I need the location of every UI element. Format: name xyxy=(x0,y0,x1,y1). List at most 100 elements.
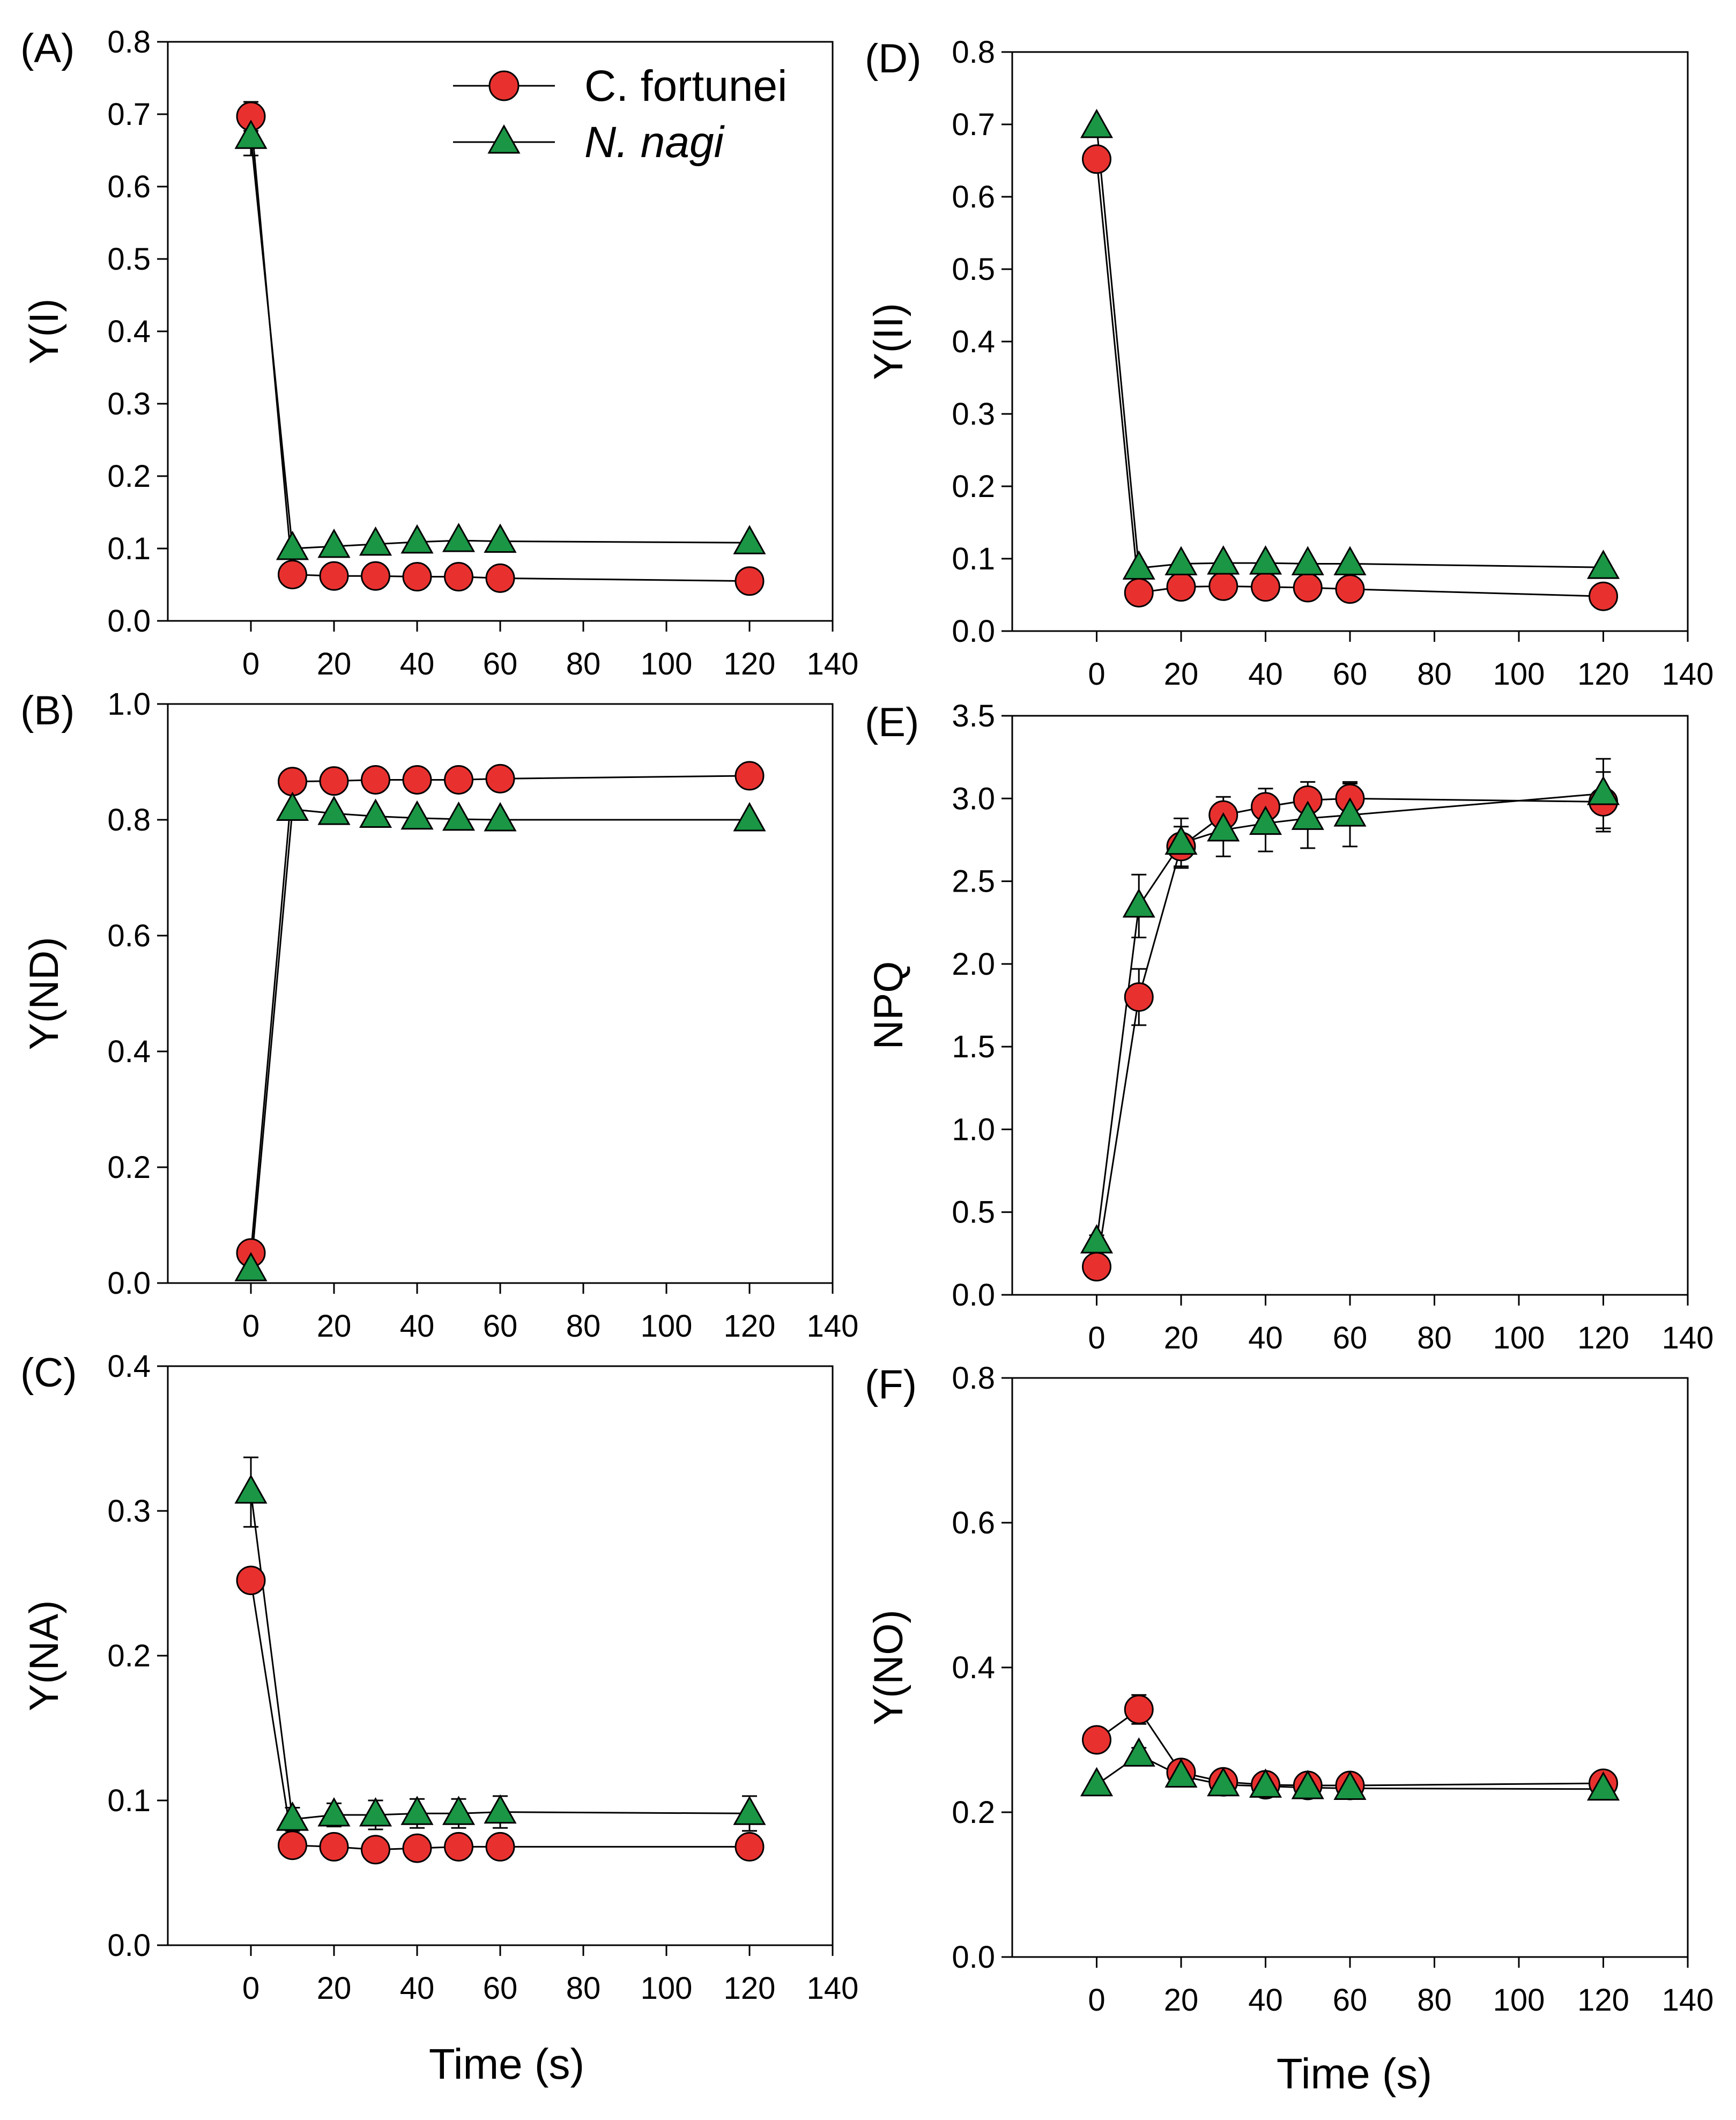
y-tick-label: 0.6 xyxy=(952,1506,995,1540)
y-tick-label: 0.5 xyxy=(952,1195,995,1230)
data-point-n-nagi xyxy=(276,1802,309,1831)
x-tick-label: 60 xyxy=(483,1971,518,2006)
panel-label: (F) xyxy=(865,1362,917,1407)
data-point-n-nagi xyxy=(234,1474,268,1504)
panel-B: (B) 0.0 0.2 0.4 0.6 0.8 1.0 0 20 40 60 80 100 120 140 Y… xyxy=(20,687,858,1344)
data-point-c-fortunei xyxy=(1589,581,1618,611)
y-tick-label: 0.4 xyxy=(107,1349,151,1384)
data-point-n-nagi xyxy=(1080,108,1114,138)
y-tick-label: 0.7 xyxy=(952,107,995,142)
data-point-n-nagi xyxy=(1333,546,1367,575)
data-point-c-fortunei xyxy=(1082,144,1111,174)
x-tick-label: 40 xyxy=(400,647,435,681)
y-tick-label: 0.3 xyxy=(952,397,995,432)
x-axis-title-right: Time (s) xyxy=(1277,2050,1432,2097)
data-point-c-fortunei xyxy=(444,1832,473,1862)
y-tick-label: 0.1 xyxy=(107,531,151,566)
y-tick-label: 0.0 xyxy=(107,604,151,639)
x-tick-label: 120 xyxy=(724,1971,776,2006)
y-tick-label: 1.0 xyxy=(952,1112,995,1147)
data-point-c-fortunei xyxy=(402,765,432,795)
data-point-n-nagi xyxy=(234,120,268,149)
data-point-c-fortunei xyxy=(278,767,307,797)
y-tick-label: 2.0 xyxy=(952,947,995,982)
data-point-n-nagi xyxy=(1249,1768,1282,1798)
x-tick-label: 140 xyxy=(807,1971,859,2006)
y-tick-label: 0.2 xyxy=(107,1150,151,1185)
x-tick-label: 0 xyxy=(242,1971,259,2006)
x-tick-label: 120 xyxy=(1577,1321,1629,1355)
data-point-n-nagi xyxy=(1122,1737,1155,1767)
x-tick-label: 0 xyxy=(1088,1321,1105,1355)
data-point-n-nagi xyxy=(733,525,766,554)
y-tick-label: 0.0 xyxy=(107,1928,151,1963)
x-tick-label: 0 xyxy=(1088,1983,1105,2018)
y-tick-label: 0.8 xyxy=(107,25,151,60)
x-tick-label: 140 xyxy=(1662,657,1714,692)
data-point-c-fortunei xyxy=(361,561,390,591)
data-point-c-fortunei xyxy=(735,1832,765,1862)
y-axis-label: NPQ xyxy=(866,961,911,1050)
y-tick-label: 2.5 xyxy=(952,864,995,899)
data-point-c-fortunei xyxy=(319,1832,349,1862)
y-axis-label: Y(II) xyxy=(866,303,911,380)
data-point-c-fortunei xyxy=(1082,1725,1111,1755)
x-tick-label: 20 xyxy=(1164,1983,1199,2018)
data-point-n-nagi xyxy=(1586,550,1620,579)
x-tick-label: 120 xyxy=(724,647,776,681)
legend-marker-circle xyxy=(488,70,520,101)
data-point-n-nagi xyxy=(276,791,309,821)
y-tick-label: 0.4 xyxy=(107,1034,151,1069)
x-tick-label: 0 xyxy=(1088,657,1105,692)
y-tick-label: 0.5 xyxy=(107,242,151,277)
data-point-c-fortunei xyxy=(1208,571,1238,601)
data-point-c-fortunei xyxy=(361,765,390,795)
data-point-n-nagi xyxy=(1249,805,1282,835)
x-tick-label: 20 xyxy=(1164,1321,1199,1355)
y-tick-label: 0.3 xyxy=(107,387,151,421)
data-point-n-nagi xyxy=(442,523,476,552)
data-point-n-nagi xyxy=(400,800,434,830)
data-point-n-nagi xyxy=(359,798,392,828)
data-point-c-fortunei xyxy=(1293,573,1323,603)
y-tick-label: 3.0 xyxy=(952,781,995,816)
x-tick-label: 0 xyxy=(242,647,259,681)
x-tick-label: 20 xyxy=(317,1309,352,1344)
data-point-n-nagi xyxy=(359,526,392,556)
y-axis-label: Y(NO) xyxy=(866,1610,911,1725)
y-tick-label: 0.6 xyxy=(107,169,151,204)
y-tick-label: 0.0 xyxy=(952,614,995,649)
data-point-n-nagi xyxy=(1333,797,1367,827)
data-point-n-nagi xyxy=(276,530,309,560)
data-point-n-nagi xyxy=(1586,775,1620,805)
y-tick-label: 0.1 xyxy=(107,1783,151,1818)
data-point-c-fortunei xyxy=(319,766,349,796)
data-point-n-nagi xyxy=(1249,545,1282,575)
y-tick-label: 0.2 xyxy=(107,459,151,494)
x-tick-label: 80 xyxy=(1417,1321,1452,1355)
x-tick-label: 20 xyxy=(317,1971,352,2006)
data-point-n-nagi xyxy=(1291,546,1324,575)
legend-item-n-nagi: N. nagi xyxy=(453,118,725,167)
y-tick-label: 0.4 xyxy=(107,314,151,349)
panel-label: (D) xyxy=(865,36,922,81)
y-axis-label: Y(I) xyxy=(21,299,67,364)
data-point-n-nagi xyxy=(1122,888,1155,918)
legend-item-c-fortunei: C. fortunei xyxy=(453,62,787,110)
data-point-c-fortunei xyxy=(1124,982,1154,1012)
x-tick-label: 100 xyxy=(641,1971,693,2006)
data-point-n-nagi xyxy=(1164,1758,1198,1788)
data-point-c-fortunei xyxy=(1124,577,1154,607)
x-tick-label: 60 xyxy=(1333,657,1368,692)
panel-D: (D) 0.0 0.1 0.2 0.3 0.4 0.5 0.6 0.7 0.8 0 20 40 60 80 1… xyxy=(865,35,1713,692)
y-tick-label: 0.0 xyxy=(107,1266,151,1301)
x-tick-label: 100 xyxy=(641,647,693,681)
legend-marker-triangle xyxy=(487,124,521,154)
data-point-n-nagi xyxy=(1586,1771,1620,1801)
x-tick-label: 100 xyxy=(641,1309,693,1344)
panel-C: (C) 0.0 0.1 0.2 0.3 0.4 0 20 40 60 80 100 120 140 Y(NA… xyxy=(20,1349,858,2006)
data-point-c-fortunei xyxy=(319,561,349,591)
data-point-c-fortunei xyxy=(444,765,473,795)
data-point-n-nagi xyxy=(400,524,434,554)
